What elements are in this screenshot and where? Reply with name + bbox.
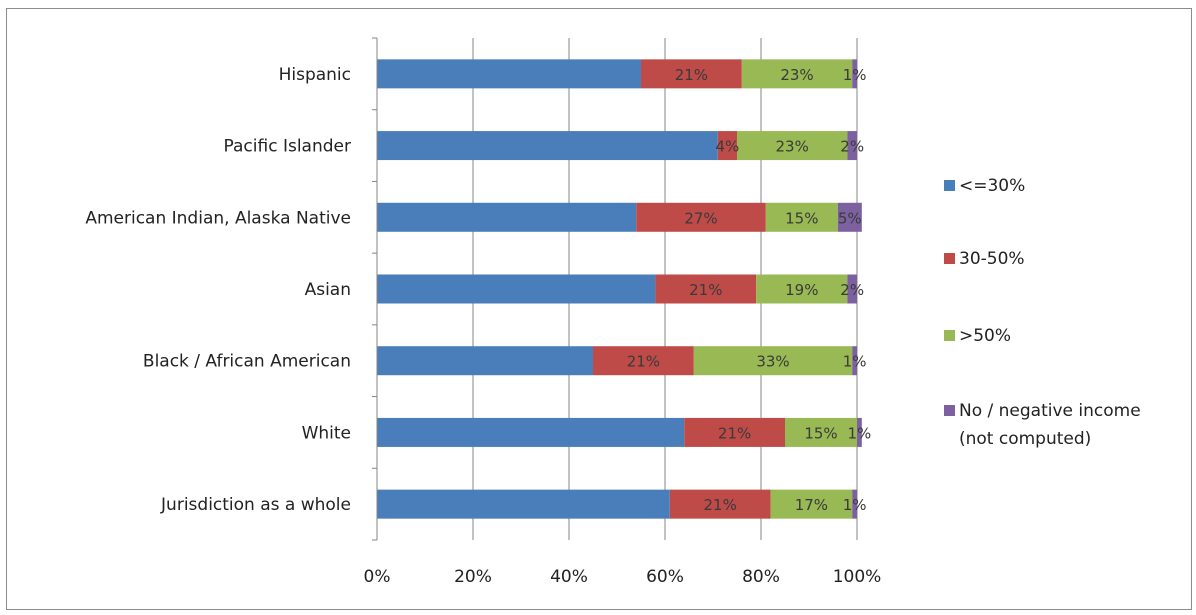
data-label: 1% (848, 424, 872, 442)
bar-segment (593, 346, 694, 376)
bar-segment (377, 489, 670, 519)
data-label: 1% (843, 496, 867, 514)
data-label: 21% (627, 353, 660, 371)
bar-segment (852, 346, 857, 376)
bar-segment (756, 274, 848, 304)
data-label: 15% (804, 424, 837, 442)
legend-label: <=30% (959, 176, 1025, 196)
category-label: Asian (305, 280, 351, 300)
legend-label: No / negative income (not computed) (959, 401, 1141, 449)
data-label: 2% (840, 281, 864, 299)
bar-segment (852, 59, 857, 89)
x-tick-label: 0% (364, 567, 391, 587)
data-label: 21% (675, 66, 708, 84)
bar-segment (737, 131, 848, 161)
data-label: 23% (780, 66, 813, 84)
bar-segment (785, 417, 857, 447)
data-label: 23% (776, 138, 809, 156)
x-tick-label: 20% (454, 567, 492, 587)
data-label: 17% (795, 496, 828, 514)
data-label: 2% (840, 138, 864, 156)
bar-segment (377, 202, 637, 232)
data-label: 5% (838, 209, 862, 227)
bar-segment (377, 346, 593, 376)
legend-swatch (944, 405, 955, 416)
bar-segment (770, 489, 853, 519)
x-tick-label: 40% (550, 567, 588, 587)
data-label: 21% (704, 496, 737, 514)
data-labels: 21% 23% 1% 4% 23% 2% 27% 15% 5% 21% 19% 2% 21% 33% 1% 2… (627, 66, 872, 514)
bar-segment (641, 59, 742, 89)
x-tick-label: 100% (833, 567, 882, 587)
data-label: 33% (756, 353, 789, 371)
legend-label: >50% (959, 326, 1011, 346)
bar-segment (837, 202, 862, 232)
bar-segment (765, 202, 838, 232)
bar-segment (377, 59, 641, 89)
data-label: 1% (843, 353, 867, 371)
legend-swatch (944, 330, 955, 341)
bar-segment (377, 131, 718, 161)
data-label: 15% (785, 209, 818, 227)
data-label: 21% (689, 281, 722, 299)
bar-segment (377, 274, 656, 304)
category-label: White (302, 423, 351, 443)
bar-segment (852, 489, 857, 519)
bar-segment (377, 417, 685, 447)
bar-segment (717, 131, 737, 161)
bar-segment (847, 274, 857, 304)
legend-swatch (944, 180, 955, 191)
data-label: 1% (843, 66, 867, 84)
bar-segment (636, 202, 766, 232)
data-label: 27% (684, 209, 717, 227)
x-tick-label: 80% (742, 567, 780, 587)
bar-segment (684, 417, 785, 447)
bars (377, 59, 862, 519)
x-tick-label: 60% (646, 567, 684, 587)
legend-label: 30-50% (959, 249, 1025, 269)
category-label: Jurisdiction as a whole (160, 495, 351, 515)
category-label: Hispanic (279, 65, 351, 85)
category-label: American Indian, Alaska Native (85, 208, 351, 228)
bar-segment (669, 489, 771, 519)
category-label: Pacific Islander (224, 137, 351, 157)
data-label: 19% (785, 281, 818, 299)
bar-segment (741, 59, 853, 89)
bar-segment (693, 346, 853, 376)
axes: 0% 20% 40% 60% 80% 100% Hispanic Pacific Island… (85, 37, 882, 587)
bar-segment (857, 417, 862, 447)
legend: <=30% 30-50% >50% No / negative income (not … (944, 176, 1141, 449)
data-label: 4% (716, 138, 740, 156)
bar-segment (847, 131, 857, 161)
legend-swatch (944, 253, 955, 264)
category-label: Black / African American (143, 352, 351, 372)
bar-segment (655, 274, 757, 304)
data-label: 21% (718, 424, 751, 442)
